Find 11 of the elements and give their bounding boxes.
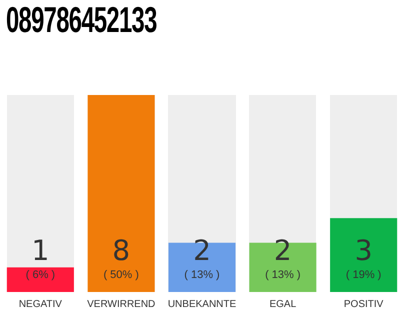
- data-label: 8 ( 50% ): [103, 234, 139, 281]
- x-tick-label: POSITIV: [344, 298, 384, 310]
- x-tick-label: UNBEKANNTE: [168, 298, 236, 310]
- data-label: 2 ( 13% ): [184, 234, 220, 281]
- chart-title: 089786452133: [6, 0, 157, 40]
- data-label: 3 ( 19% ): [346, 234, 382, 281]
- x-tick-label: NEGATIV: [18, 298, 62, 310]
- data-label: 2 ( 13% ): [265, 234, 301, 281]
- x-tick-label: EGAL: [269, 298, 297, 310]
- data-label: 1 ( 6% ): [26, 234, 56, 281]
- x-tick-label: VERWIRREND: [87, 298, 156, 310]
